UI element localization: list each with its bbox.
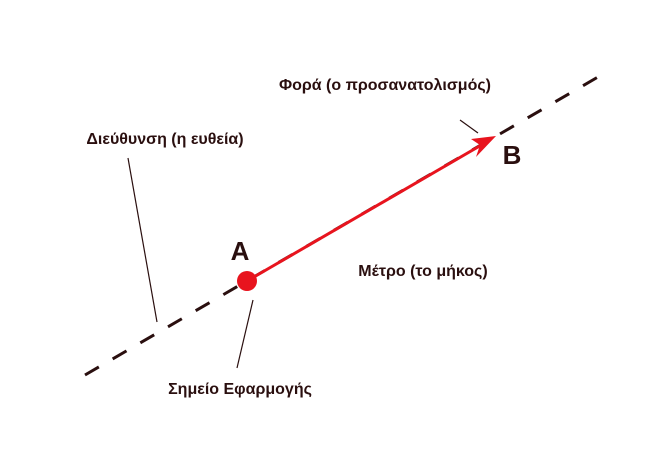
vector-shaft [246, 138, 491, 283]
point-a [237, 271, 257, 291]
leader-line [127, 157, 158, 323]
sense-label: Φορά (ο προσανατολισμός) [279, 77, 491, 94]
leader-line [236, 299, 254, 369]
leader-line [459, 119, 479, 134]
point-a-label: A [231, 236, 250, 266]
vector-arrowhead [471, 136, 496, 157]
application-point-label: Σημείο Εφαρμογής [168, 381, 312, 398]
magnitude-label: Μέτρο (το μήκος) [358, 263, 487, 280]
direction-label: Διεύθυνση (η ευθεία) [86, 131, 243, 148]
point-b-label: B [503, 140, 522, 170]
